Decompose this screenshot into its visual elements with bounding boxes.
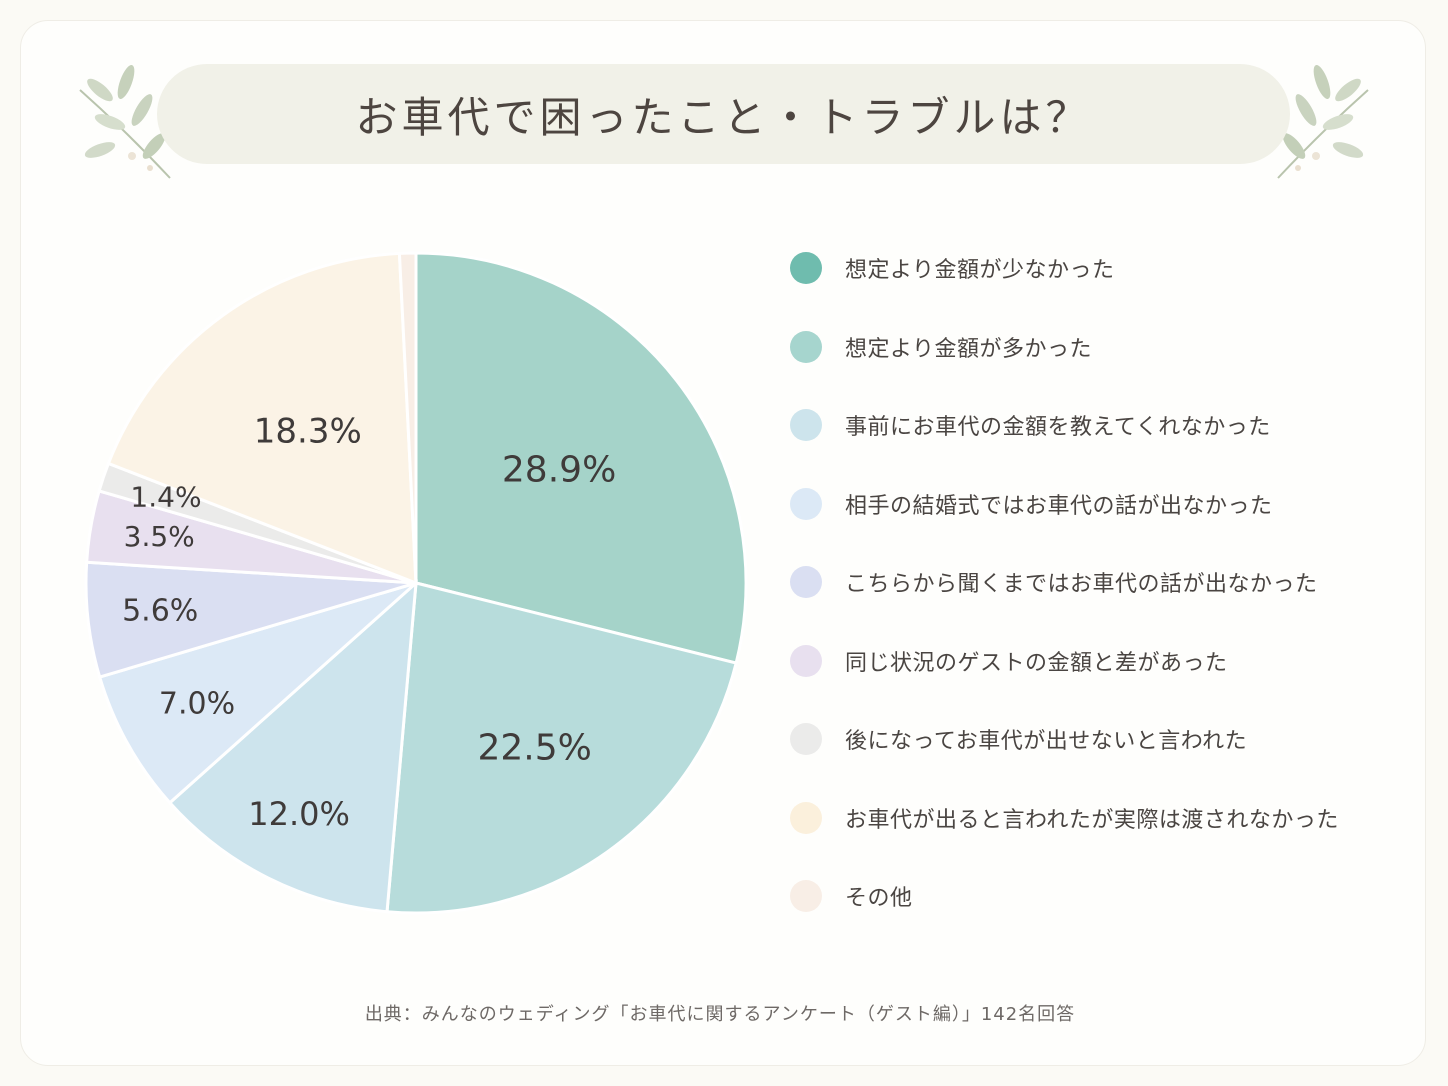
legend-item: こちらから聞くまではお車代の話が出なかった	[790, 562, 1318, 602]
title-banner: お車代で困ったこと・トラブルは？	[157, 64, 1290, 164]
legend-item: 同じ状況のゲストの金額と差があった	[790, 641, 1228, 681]
pie-slice-1	[414, 251, 748, 665]
legend-label: その他	[845, 886, 913, 911]
legend-label: 事前にお車代の金額を教えてくれなかった	[845, 415, 1271, 440]
legend-swatch-icon	[790, 644, 822, 677]
legend-item: お車代が出ると言われたが実際は渡されなかった	[790, 798, 1339, 838]
pie-chart: 28.9% 22.5% 12.0% 7.0% 5.6% 3.5% 1.4% 18.3%	[84, 251, 748, 915]
legend-swatch-icon	[790, 723, 822, 755]
legend-label: こちらから聞くまではお車代の話が出なかった	[845, 572, 1318, 597]
leaf-branch-left-icon	[79, 64, 171, 179]
slice-label-1: 28.9%	[502, 449, 616, 490]
leaf-branch-right-icon	[1277, 64, 1369, 179]
pie-slice-3	[167, 579, 418, 914]
legend-swatch-icon	[790, 880, 822, 912]
slice-label-4: 7.0%	[159, 687, 235, 722]
legend-label: 後になってお車代が出せないと言われた	[845, 729, 1248, 754]
legend-item: 想定より金額が少なかった	[790, 248, 1115, 288]
legend-swatch-icon	[790, 487, 822, 520]
pie-slice-9	[397, 251, 418, 584]
slice-label-6: 3.5%	[124, 520, 195, 553]
legend-swatch-icon	[790, 566, 822, 598]
legend-swatch-icon	[790, 252, 822, 284]
legend-swatch-icon	[790, 409, 822, 441]
legend-label: お車代が出ると言われたが実際は渡されなかった	[845, 807, 1339, 833]
pie-slice-8	[106, 251, 418, 586]
slice-label-8: 18.3%	[254, 412, 362, 452]
pie-slice-2	[385, 581, 738, 915]
legend-item: 相手の結婚式ではお車代の話が出なかった	[790, 484, 1273, 524]
legend-label: 同じ状況のゲストの金額と差があった	[845, 650, 1228, 676]
chart-title: お車代で困ったこと・トラブルは？	[355, 92, 1092, 142]
pie-slice-4	[97, 581, 417, 805]
legend-swatch-icon	[790, 330, 822, 363]
slice-label-3: 12.0%	[248, 795, 350, 833]
legend-item: その他	[790, 876, 913, 916]
legend-item: 後になってお車代が出せないと言われた	[790, 719, 1247, 759]
slice-label-5: 5.6%	[122, 594, 198, 629]
slice-label-7: 1.4%	[130, 480, 201, 513]
legend-swatch-icon	[790, 801, 822, 834]
legend-item: 事前にお車代の金額を教えてくれなかった	[790, 405, 1271, 445]
legend-label: 想定より金額が多かった	[845, 336, 1093, 362]
slice-label-2: 22.5%	[478, 728, 592, 769]
source-note: 出典：みんなのウェディング「お車代に関するアンケート（ゲスト編）」142名回答	[364, 1004, 1076, 1025]
legend-item: 想定より金額が多かった	[790, 327, 1092, 367]
legend-label: 相手の結婚式ではお車代の話が出なかった	[845, 493, 1273, 519]
legend-label: 想定より金額が少なかった	[845, 258, 1115, 283]
